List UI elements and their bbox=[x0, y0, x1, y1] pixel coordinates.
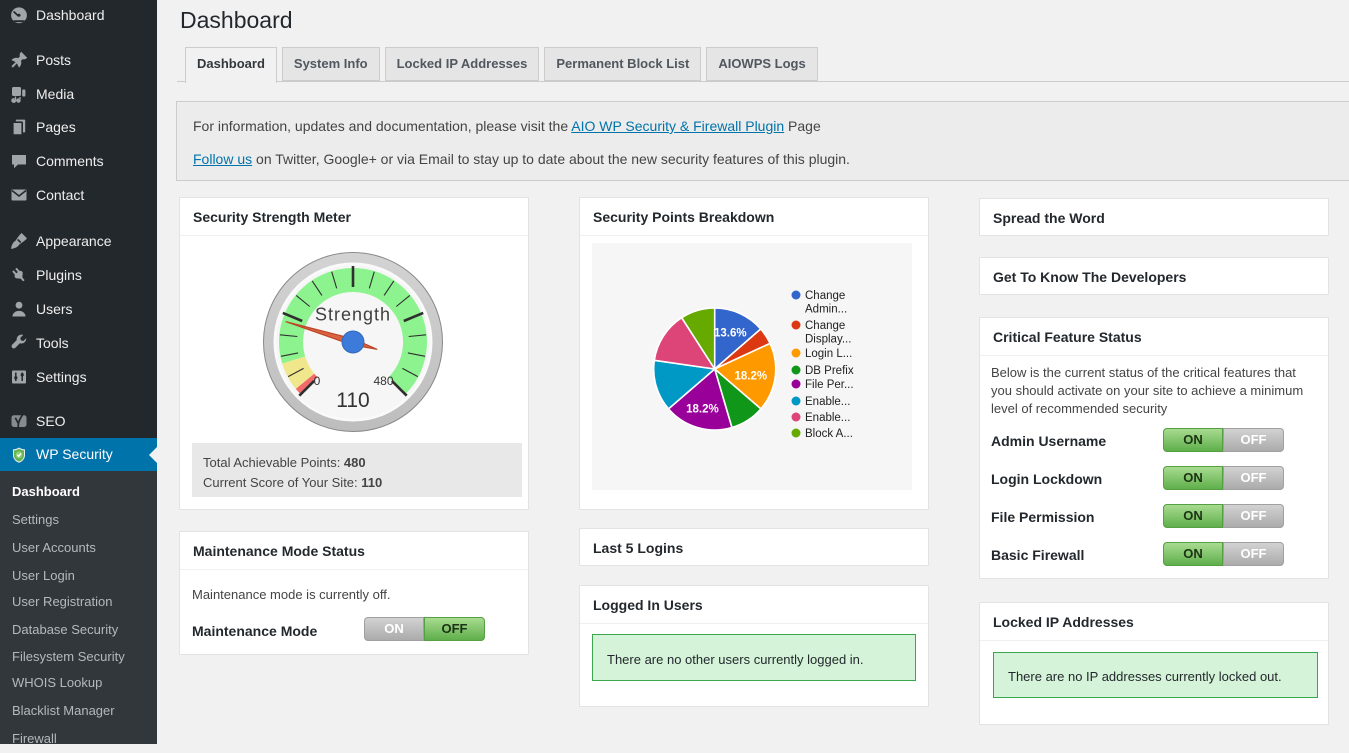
svg-text:Strength: Strength bbox=[315, 305, 391, 325]
svg-text:18.2%: 18.2% bbox=[686, 403, 719, 415]
svg-text:DB Prefix: DB Prefix bbox=[805, 365, 854, 377]
svg-text:110: 110 bbox=[336, 389, 369, 412]
svg-text:Enable...: Enable... bbox=[805, 412, 850, 424]
svg-text:480: 480 bbox=[373, 374, 393, 388]
svg-text:Enable...: Enable... bbox=[805, 396, 850, 408]
svg-text:0: 0 bbox=[314, 374, 321, 388]
svg-text:Login L...: Login L... bbox=[805, 348, 852, 360]
svg-text:Block A...: Block A... bbox=[805, 428, 853, 440]
svg-text:Change: Change bbox=[805, 290, 845, 302]
svg-text:13.6%: 13.6% bbox=[714, 327, 747, 339]
svg-text:Change: Change bbox=[805, 320, 845, 332]
svg-text:File Per...: File Per... bbox=[805, 379, 854, 391]
svg-text:18.2%: 18.2% bbox=[734, 370, 767, 382]
svg-text:Display...: Display... bbox=[805, 334, 851, 346]
svg-text:Admin...: Admin... bbox=[805, 304, 847, 316]
